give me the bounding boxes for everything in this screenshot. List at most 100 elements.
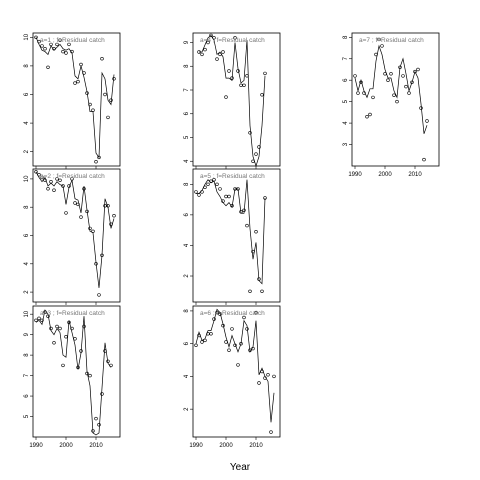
- panel-frame: [32, 32, 121, 167]
- data-point: [58, 38, 62, 42]
- data-point: [254, 152, 258, 156]
- y-tick-label: 8: [184, 309, 190, 313]
- data-point: [82, 324, 86, 329]
- panel-2: 4 5 6 7 8 9 a=4 ; f=Residual catch: [184, 32, 281, 169]
- panel-frame: [192, 32, 281, 167]
- data-point: [49, 326, 53, 331]
- data-point: [206, 182, 210, 187]
- data-point: [272, 374, 276, 379]
- data-point: [263, 376, 267, 380]
- data-point: [218, 312, 222, 316]
- data-point: [55, 324, 59, 329]
- y-tick-label: 8: [24, 353, 30, 357]
- y-tick-label: 8: [24, 64, 30, 68]
- y-tick-label: 5: [184, 135, 190, 139]
- data-point: [251, 159, 255, 164]
- data-point: [215, 182, 219, 187]
- data-point: [34, 35, 38, 39]
- data-point: [206, 40, 210, 45]
- data-point: [218, 52, 222, 57]
- data-point: [46, 65, 50, 70]
- panel-3: 3 4 5 6 7 8 1990 2000 2010 a=7 ; f=Residual catch: [343, 32, 440, 178]
- y-tick-label: 9: [24, 332, 30, 336]
- data-point: [224, 340, 228, 344]
- data-point: [106, 115, 110, 120]
- data-point: [70, 326, 74, 331]
- data-point: [91, 429, 95, 433]
- data-point: [52, 341, 56, 345]
- panel-label: a=6 ; f=Residual catch: [200, 310, 265, 317]
- data-point: [73, 201, 77, 205]
- data-point: [413, 69, 417, 74]
- data-point: [389, 72, 393, 76]
- data-point: [194, 190, 198, 194]
- data-point: [257, 277, 261, 281]
- y-tick-label: 10: [24, 310, 30, 317]
- data-point: [64, 211, 68, 215]
- panel-4: 2 4 6 8 10 a=2 ; f=Residual catch: [24, 168, 121, 305]
- data-point: [200, 340, 204, 344]
- data-point: [254, 230, 258, 234]
- data-point: [236, 363, 240, 367]
- y-tick-label: 10: [24, 33, 30, 40]
- series-line: [35, 171, 115, 288]
- data-point: [221, 50, 225, 54]
- data-point: [248, 131, 252, 135]
- y-tick-label: 7: [24, 373, 30, 377]
- panel-grid: 2 4 6 8 10 a=1 ; f=Residual catch 4 5 6 7 8 9 a=4 ; …: [24, 32, 440, 449]
- data-point: [251, 346, 255, 351]
- data-point: [380, 44, 384, 48]
- data-point: [248, 289, 252, 293]
- data-point: [374, 52, 378, 57]
- panel-label: a=2 ; f=Residual catch: [40, 173, 105, 180]
- data-point: [34, 318, 38, 322]
- y-tick-label: 4: [343, 121, 349, 125]
- data-point: [197, 50, 201, 54]
- data-point: [88, 226, 92, 231]
- data-point: [260, 369, 264, 374]
- data-point: [248, 348, 252, 352]
- data-point: [401, 74, 405, 78]
- data-point: [67, 320, 71, 325]
- data-point: [209, 332, 213, 336]
- data-point: [82, 71, 86, 75]
- y-tick-label: 2: [24, 149, 30, 153]
- data-point: [239, 342, 243, 346]
- panel-label: a=7 ; f=Residual catch: [359, 37, 424, 44]
- data-point: [85, 209, 89, 214]
- data-point: [61, 184, 65, 188]
- data-point: [230, 204, 234, 208]
- y-tick-label: 2: [24, 290, 30, 294]
- panel-5: 2 4 6 8 a=5 ; f=Residual catch: [184, 168, 281, 305]
- data-point: [245, 327, 249, 331]
- data-point: [40, 175, 44, 180]
- data-point: [76, 202, 80, 207]
- data-point: [94, 160, 98, 164]
- data-point: [109, 98, 113, 102]
- y-tick-label: 2: [184, 274, 190, 278]
- panel-label: a=5 ; f=Residual catch: [200, 173, 265, 180]
- data-point: [410, 80, 414, 85]
- y-tick-label: 8: [184, 182, 190, 186]
- y-tick-label: 8: [343, 35, 349, 39]
- x-axis-label: Year: [230, 462, 251, 473]
- data-point: [377, 37, 381, 42]
- data-point: [73, 337, 77, 341]
- data-point: [395, 99, 399, 104]
- y-tick-label: 4: [184, 159, 190, 163]
- data-point: [64, 51, 68, 55]
- data-point: [227, 348, 231, 352]
- data-point: [82, 187, 86, 191]
- data-point: [88, 373, 92, 378]
- data-point: [233, 343, 237, 347]
- data-point: [34, 170, 38, 174]
- data-point: [46, 187, 50, 191]
- panel-label: a=3 ; f=Residual catch: [40, 310, 105, 317]
- data-point: [100, 56, 104, 61]
- data-point: [266, 373, 270, 377]
- data-point: [67, 184, 71, 188]
- data-point: [245, 74, 249, 78]
- data-point: [43, 310, 47, 314]
- y-tick-label: 6: [184, 111, 190, 115]
